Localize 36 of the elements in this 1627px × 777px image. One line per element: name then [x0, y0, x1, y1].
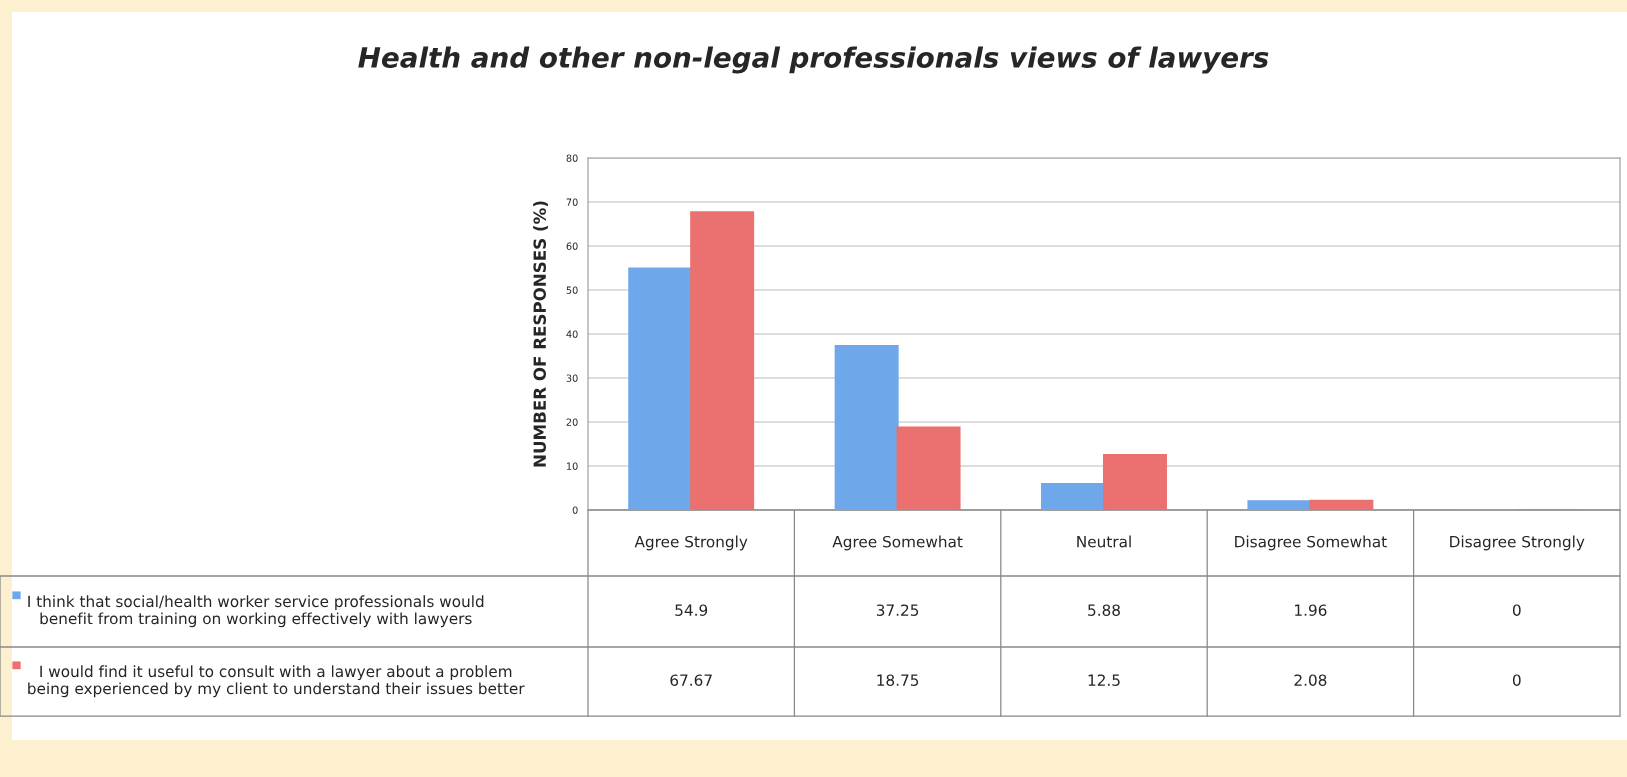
bar	[628, 267, 693, 510]
y-tick-label: 10	[566, 462, 578, 470]
bar	[1041, 483, 1106, 510]
bar	[1309, 499, 1374, 510]
y-tick-label: 30	[566, 374, 578, 382]
bar	[690, 211, 755, 510]
data-label: 5.88	[1088, 604, 1120, 616]
x-tick-label: Disagree Strongly	[1450, 535, 1585, 551]
bar	[1247, 500, 1312, 510]
bar	[896, 426, 961, 510]
x-tick-label: Agree Strongly	[634, 535, 748, 551]
bar	[834, 345, 899, 510]
x-tick-label: Disagree Somewhat	[1235, 535, 1387, 551]
data-label: 18.75	[877, 674, 919, 686]
data-label: 2.08	[1294, 674, 1327, 686]
data-label: 12.5	[1088, 674, 1120, 686]
data-label: 67.67	[670, 674, 712, 686]
y-tick-label: 50	[566, 286, 578, 294]
y-axis-title: NUMBER OF RESPONSES (%)	[533, 201, 548, 467]
y-tick-label: 20	[566, 418, 578, 426]
y-tick-label: 70	[566, 198, 578, 206]
data-label: 54.9	[675, 604, 708, 616]
data-label: 0	[1512, 604, 1521, 616]
legend-label: I would find it useful to consult with a lawyer about a problem being experienced by my client to understand their issues better	[28, 665, 525, 698]
data-label: 0	[1512, 674, 1521, 686]
data-label: 37.25	[876, 604, 919, 616]
x-tick-label: Neutral	[1077, 535, 1131, 548]
chart-title: Health and other non-legal professionals views of lawyers	[358, 46, 1269, 74]
data-label: 1.96	[1295, 604, 1327, 616]
bar	[1102, 453, 1167, 510]
x-tick-label: Agree Somewhat	[832, 535, 963, 551]
y-tick-label: 80	[566, 154, 578, 162]
y-tick-label: 60	[566, 242, 578, 250]
y-tick-label: 0	[572, 506, 578, 514]
legend-label: I think that social/health worker service professionals would benefit from training on working effectively with lawyers	[28, 595, 484, 628]
y-tick-label: 40	[566, 330, 578, 338]
